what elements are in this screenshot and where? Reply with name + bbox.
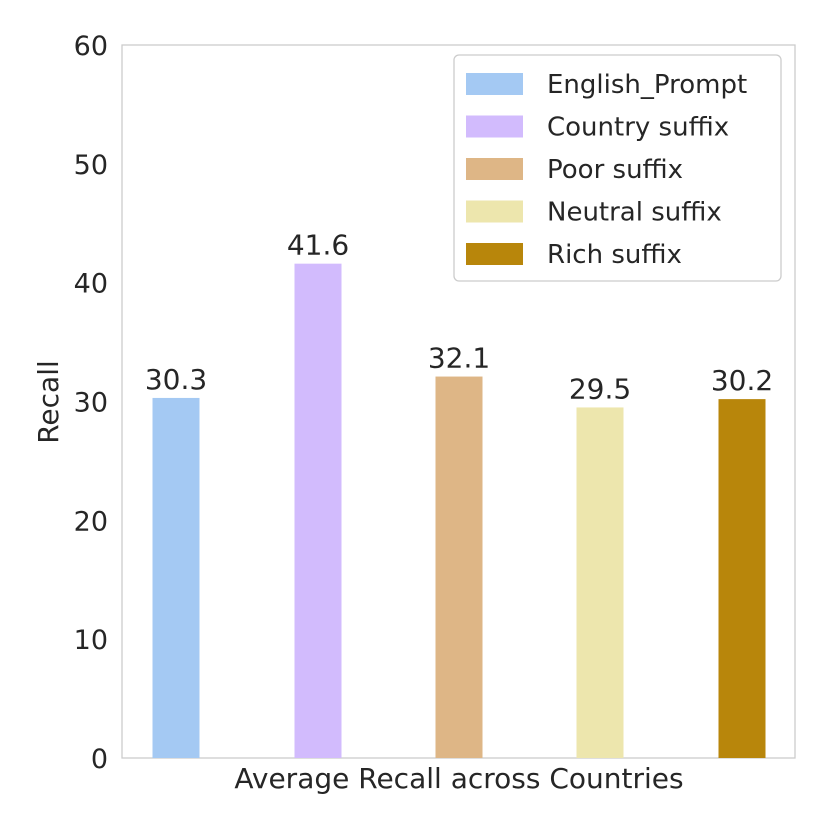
- bar-value-label: 30.3: [145, 363, 207, 396]
- y-tick-label: 10: [74, 625, 108, 656]
- legend-label: Rich suffix: [547, 240, 682, 270]
- y-axis-label: Recall: [32, 360, 65, 444]
- bar-value-label: 30.2: [711, 364, 773, 397]
- bar: [576, 407, 624, 758]
- legend: English_Prompt Country suffix Poor suffix N…: [453, 54, 782, 282]
- legend-swatch: [466, 115, 523, 138]
- y-tick-label: 50: [74, 150, 108, 181]
- y-tick-label: 60: [74, 31, 108, 62]
- bar-value-label: 29.5: [569, 372, 631, 405]
- bar-value-label: 41.6: [287, 229, 349, 262]
- bar: [152, 397, 200, 758]
- bar: [435, 376, 483, 758]
- legend-label: Poor suffix: [547, 155, 683, 185]
- bar-value-label: 32.1: [428, 342, 490, 375]
- legend-label: English_Prompt: [547, 70, 747, 100]
- bar: [718, 399, 766, 758]
- legend-label: Country suffix: [547, 113, 729, 143]
- x-axis-label: Average Recall across Countries: [234, 762, 683, 795]
- legend-frame: [453, 54, 782, 282]
- legend-swatch: [466, 158, 523, 180]
- legend-swatch: [466, 243, 523, 265]
- legend-swatch: [466, 200, 523, 223]
- y-tick-label: 40: [74, 269, 108, 300]
- bars: [152, 263, 766, 758]
- legend-swatch: [466, 73, 523, 95]
- y-tick-label: 20: [74, 506, 108, 537]
- bar: [294, 263, 342, 758]
- y-tick-label: 0: [91, 744, 108, 775]
- y-tick-label: 30: [74, 388, 108, 419]
- data-labels: 30.3 41.6 32.1 29.5 30.2: [145, 229, 773, 406]
- legend-label: Neutral suffix: [547, 198, 722, 228]
- y-axis-ticks: 0 10 20 30 40 50 60: [74, 31, 108, 775]
